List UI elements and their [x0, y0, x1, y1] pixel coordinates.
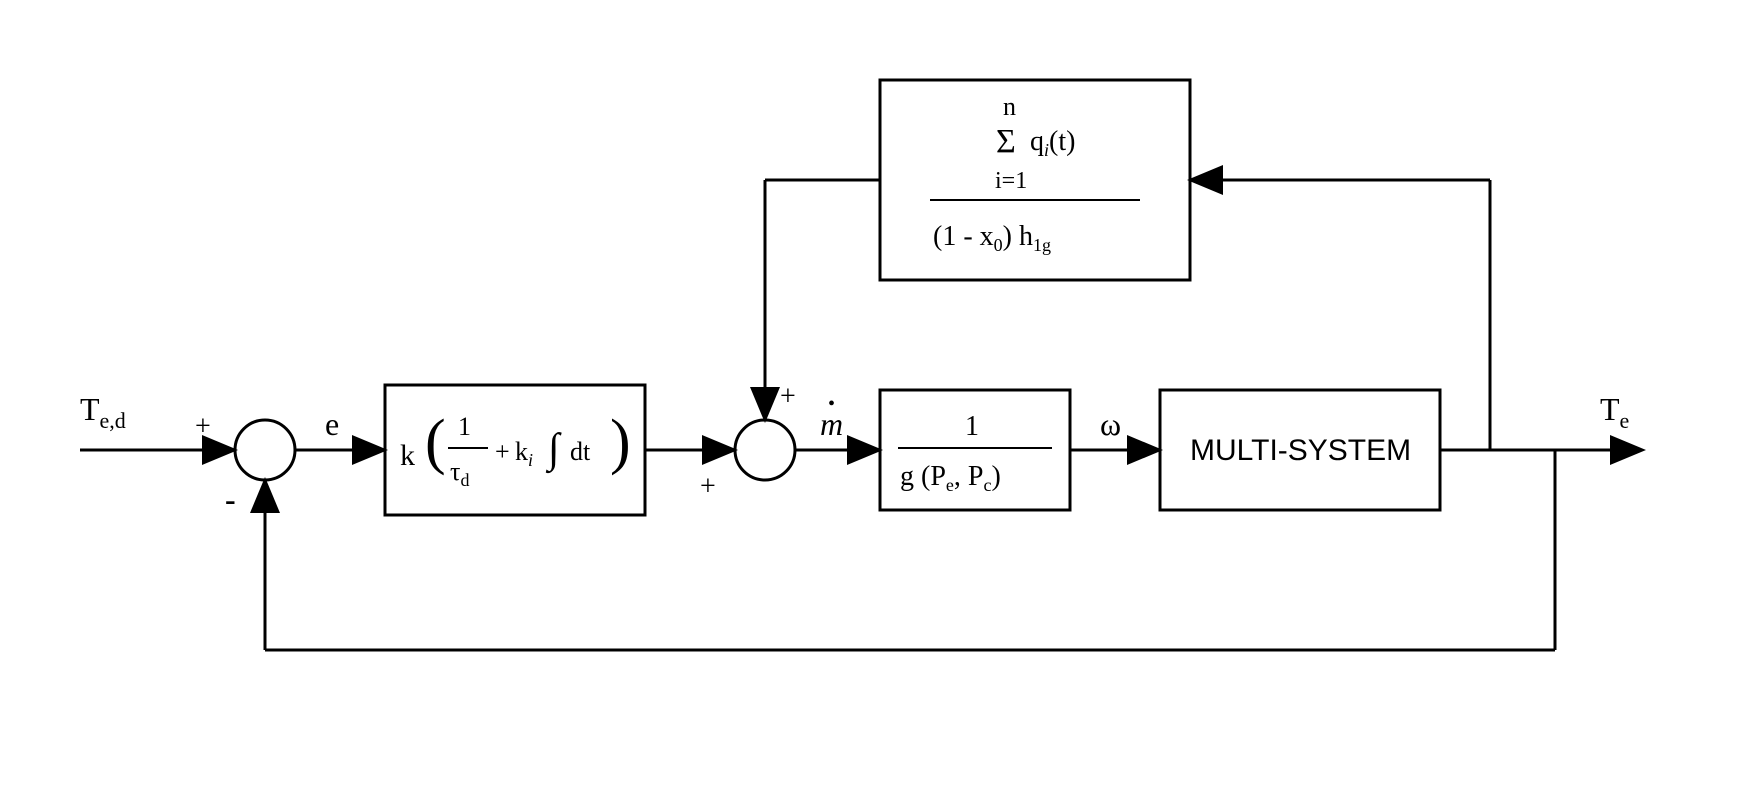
controller-plus: +: [495, 437, 510, 466]
plant-tf-block: [880, 390, 1070, 510]
block-diagram: Te,d + - e k ( ) 1 τd + ki ∫ dt + + • m …: [0, 0, 1742, 803]
controller-lparen: (: [425, 408, 446, 476]
mdot-label: m: [820, 406, 843, 442]
sum1-plus-top: +: [195, 411, 211, 442]
plant-denom: g (Pe, Pc): [900, 461, 1001, 495]
controller-ki: ki: [515, 437, 533, 470]
controller-integral: ∫: [545, 426, 562, 474]
sum-junction-1: [235, 420, 295, 480]
multisystem-label: MULTI-SYSTEM: [1190, 434, 1411, 467]
input-label: Te,d: [80, 391, 126, 433]
sum1-minus: -: [225, 481, 236, 517]
sum2-plus-top: +: [780, 381, 796, 412]
controller-rparen: ): [610, 408, 631, 476]
controller-content: k: [400, 439, 415, 472]
ff-i: i=1: [995, 168, 1027, 194]
omega-label: ω: [1100, 406, 1121, 442]
sum2-plus-left: +: [700, 471, 716, 502]
ff-n: n: [1003, 92, 1016, 121]
controller-dt: dt: [570, 437, 591, 466]
plant-num: 1: [965, 411, 979, 442]
controller-one: 1: [458, 412, 471, 441]
ff-q: qi(t): [1030, 126, 1075, 160]
ff-sigma: Σ: [996, 123, 1016, 160]
controller-tau: τd: [450, 457, 469, 490]
sum-junction-2: [735, 420, 795, 480]
error-label: e: [325, 406, 339, 442]
output-label: Te: [1600, 391, 1629, 433]
ff-denom: (1 - x0) h1g: [933, 221, 1051, 255]
